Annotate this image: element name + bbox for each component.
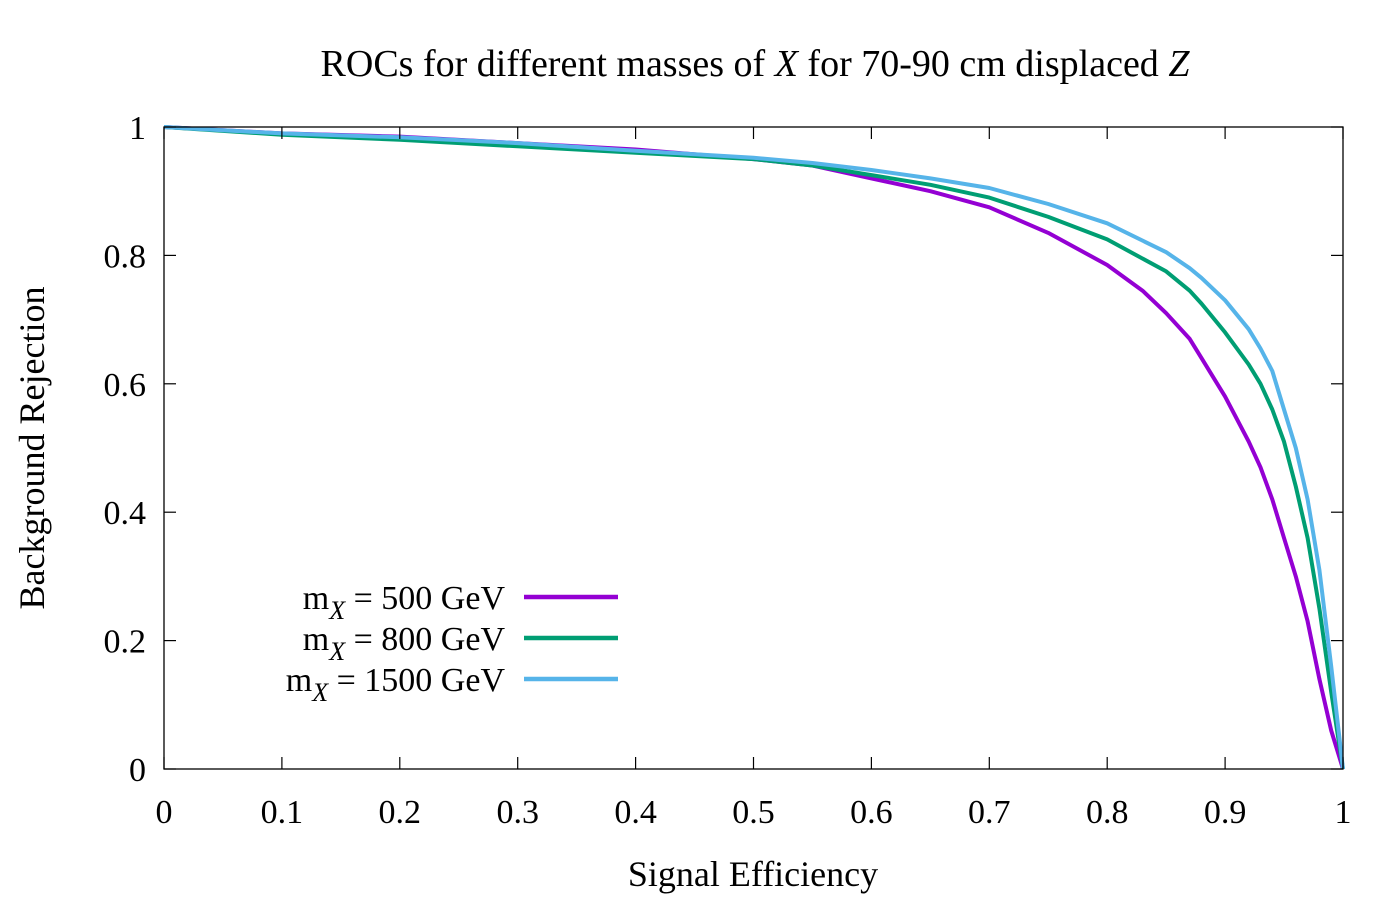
legend-label-main: m: [286, 662, 312, 699]
y-tick-label: 0.8: [104, 238, 147, 275]
title-part-0: ROCs for different masses of: [321, 43, 775, 85]
legend-label-rest: = 1500 GeV: [328, 662, 505, 699]
legend-label-subscript: X: [311, 678, 329, 707]
title-part-3: Z: [1168, 43, 1190, 85]
x-tick-label: 1: [1335, 794, 1352, 831]
legend-label-subscript: X: [328, 596, 346, 625]
series-lines: [163, 125, 1345, 770]
x-tick-label: 0.7: [968, 794, 1011, 831]
chart-title: ROCs for different masses of X for 70-90…: [321, 43, 1191, 85]
legend-label-subscript: X: [328, 637, 346, 666]
x-tick-label: 0.5: [732, 794, 775, 831]
y-tick-label: 1: [129, 110, 146, 147]
x-axis-label: Signal Efficiency: [628, 854, 878, 894]
x-tick-label: 0.6: [850, 794, 893, 831]
series-line-1: [163, 125, 1345, 770]
legend-label-main: m: [303, 621, 329, 658]
y-axis-ticks: 0 0.2 0.4 0.6 0.8 1: [104, 110, 1343, 789]
x-tick-label: 0.9: [1204, 794, 1247, 831]
y-tick-label: 0: [129, 752, 146, 789]
x-tick-label: 0.8: [1086, 794, 1129, 831]
title-part-1: X: [773, 43, 800, 85]
legend-label-rest: = 500 GeV: [345, 580, 505, 617]
legend-label-main: m: [303, 580, 329, 617]
x-tick-label: 0.1: [261, 794, 304, 831]
series-line-2: [163, 125, 1345, 770]
x-tick-label: 0.2: [379, 794, 422, 831]
x-axis-ticks: 0 0.1 0.2 0.3 0.4 0.5 0.6 0.7 0.8 0.9 1: [156, 127, 1352, 831]
legend-label-rest: = 800 GeV: [345, 621, 505, 658]
title-text: ROCs for different masses of X for 70-90…: [321, 43, 1191, 85]
y-tick-label: 0.2: [104, 624, 147, 661]
legend-label-1: mX = 800 GeV: [303, 621, 506, 666]
y-tick-label: 0.4: [104, 495, 147, 532]
x-tick-label: 0.3: [496, 794, 539, 831]
y-tick-label: 0.6: [104, 367, 147, 404]
x-tick-label: 0: [156, 794, 173, 831]
x-tick-label: 0.4: [614, 794, 657, 831]
legend-label-2: mX = 1500 GeV: [286, 662, 506, 707]
title-part-2: for 70-90 cm displaced: [798, 43, 1168, 85]
y-axis-label: Background Rejection: [12, 287, 52, 610]
legend-label-0: mX = 500 GeV: [303, 580, 506, 625]
